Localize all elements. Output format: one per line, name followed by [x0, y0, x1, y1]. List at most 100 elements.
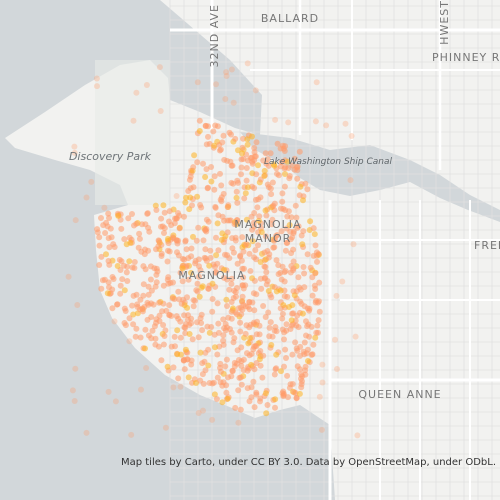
- point: [177, 383, 184, 390]
- point: [264, 402, 271, 408]
- point: [108, 234, 115, 241]
- point: [260, 303, 267, 309]
- point: [243, 241, 250, 248]
- point: [222, 363, 229, 370]
- point: [188, 245, 195, 252]
- point: [297, 343, 304, 350]
- point: [244, 184, 251, 191]
- point: [114, 263, 121, 269]
- point: [269, 333, 276, 340]
- point: [348, 133, 355, 139]
- point: [314, 258, 320, 265]
- point: [220, 337, 227, 344]
- point: [228, 329, 235, 336]
- point: [230, 99, 237, 106]
- point: [199, 327, 206, 334]
- point: [223, 296, 230, 303]
- point: [239, 282, 246, 289]
- point: [347, 177, 354, 184]
- point: [309, 351, 316, 358]
- point: [221, 266, 227, 273]
- point: [98, 253, 105, 260]
- point: [282, 247, 289, 254]
- point: [243, 165, 250, 171]
- street-label: HWEST: [438, 0, 451, 45]
- point: [249, 226, 256, 233]
- point: [285, 208, 292, 215]
- point: [235, 147, 241, 154]
- point: [143, 365, 150, 371]
- point: [239, 234, 246, 241]
- point: [257, 348, 264, 354]
- street-label: 32ND AVE: [208, 4, 221, 68]
- point: [304, 251, 311, 258]
- point: [189, 336, 196, 343]
- point: [238, 344, 245, 351]
- point: [195, 224, 202, 231]
- point: [208, 164, 215, 170]
- point: [141, 251, 148, 258]
- point: [224, 217, 231, 224]
- point: [193, 237, 200, 244]
- point: [101, 204, 108, 211]
- point: [251, 185, 258, 191]
- point: [316, 393, 323, 400]
- point: [269, 179, 276, 186]
- point: [133, 220, 140, 227]
- point: [253, 391, 260, 398]
- point: [102, 230, 109, 236]
- point: [74, 302, 81, 308]
- point: [209, 380, 216, 387]
- point: [205, 346, 212, 353]
- point: [164, 363, 171, 370]
- point: [130, 321, 137, 328]
- point: [154, 268, 161, 275]
- point: [197, 267, 204, 274]
- point: [161, 225, 168, 232]
- point: [224, 395, 231, 402]
- point: [177, 334, 184, 341]
- point: [191, 152, 198, 159]
- data-points: [65, 60, 361, 439]
- point: [270, 202, 277, 209]
- point: [156, 238, 163, 245]
- point: [243, 216, 250, 223]
- point: [160, 202, 167, 209]
- point: [318, 426, 325, 433]
- point: [251, 157, 258, 164]
- point: [281, 278, 288, 285]
- point: [263, 269, 270, 276]
- point: [136, 235, 143, 242]
- point: [179, 278, 186, 285]
- point: [219, 399, 226, 406]
- point: [237, 328, 244, 335]
- point: [206, 329, 213, 336]
- point: [130, 117, 137, 124]
- point: [123, 269, 130, 276]
- point: [211, 331, 218, 338]
- point: [197, 349, 204, 356]
- point: [232, 135, 239, 142]
- point: [282, 346, 289, 353]
- point: [71, 143, 78, 150]
- point: [228, 131, 234, 138]
- place-label: FREM: [474, 239, 500, 252]
- point: [260, 352, 267, 359]
- point: [279, 326, 286, 333]
- point: [124, 278, 131, 284]
- point: [119, 276, 126, 283]
- point: [291, 389, 298, 396]
- point: [304, 323, 311, 330]
- point: [268, 294, 275, 301]
- point: [240, 248, 247, 255]
- point: [209, 280, 216, 287]
- point: [312, 270, 319, 277]
- point: [299, 241, 306, 248]
- point: [333, 292, 340, 299]
- point: [297, 183, 304, 190]
- point: [103, 251, 109, 258]
- point: [238, 381, 245, 388]
- point: [255, 242, 261, 249]
- point: [293, 322, 300, 329]
- point: [274, 140, 281, 147]
